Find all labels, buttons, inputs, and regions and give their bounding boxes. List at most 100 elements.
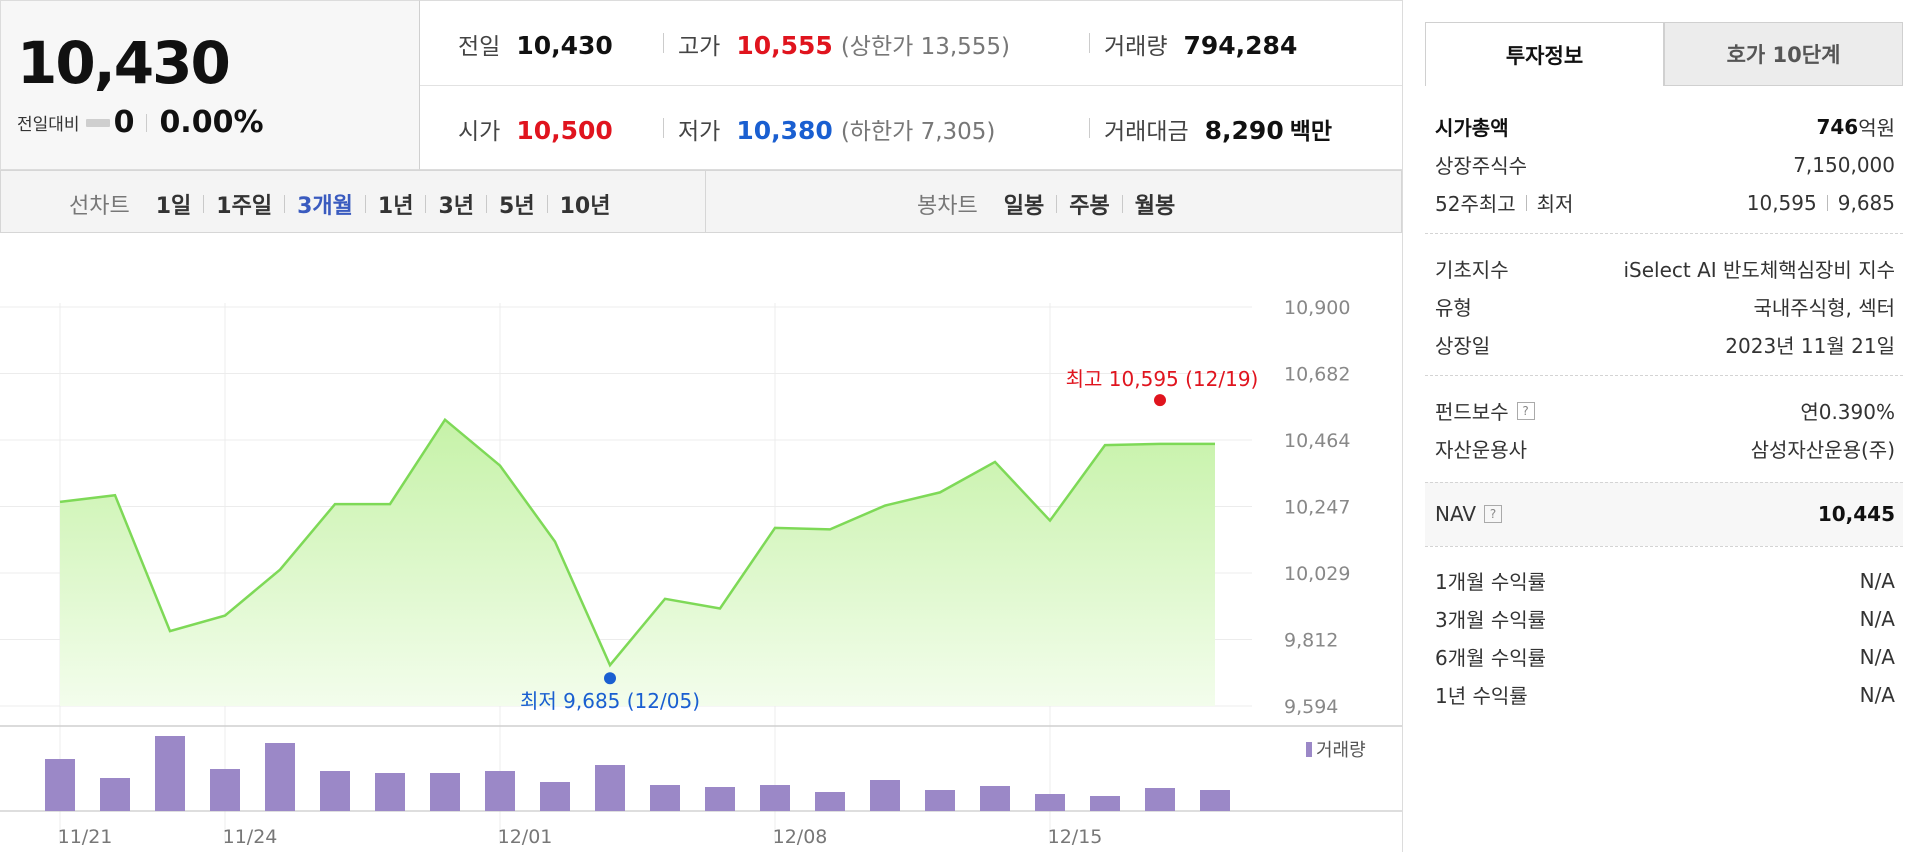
divider — [1425, 482, 1903, 483]
divider — [1525, 194, 1527, 211]
stat-label: 저가 — [678, 119, 721, 145]
divider — [284, 195, 286, 213]
row-shares: 상장주식수 7,150,000 — [1435, 150, 1895, 179]
info-value: N/A — [1859, 568, 1895, 593]
max-marker — [1154, 394, 1166, 407]
divider — [1826, 194, 1828, 211]
tab-1d[interactable]: 1일 — [155, 194, 192, 219]
row-return-1y: 1년 수익률 N/A — [1435, 680, 1895, 709]
info-value: 746 — [1816, 114, 1859, 139]
current-price-box: 10,430 전일대비 0 0.00% — [0, 0, 420, 170]
info-label: 최저 — [1536, 192, 1574, 216]
change-percent: 0.00% — [159, 105, 264, 140]
x-axis-labels: 11/21 11/24 12/01 12/08 12/15 — [58, 826, 1103, 848]
tab-monthly[interactable]: 월봉 — [1134, 194, 1176, 219]
info-value: N/A — [1859, 644, 1895, 669]
candle-chart-label: 봉차트 — [917, 194, 978, 219]
info-value: 10,445 — [1817, 502, 1895, 526]
y-tick-label: 9,812 — [1284, 630, 1338, 652]
tab-3y[interactable]: 3년 — [438, 194, 475, 219]
current-price: 10,430 — [17, 29, 231, 97]
tab-investment-info[interactable]: 투자정보 — [1425, 22, 1664, 86]
max-label: 최고 10,595 (12/19) — [1066, 367, 1259, 391]
volume-bar — [265, 743, 295, 811]
volume-bar — [595, 765, 625, 811]
chart-period-tabs: 선차트 1일 1주일 3개월 1년 3년 5년 10년 봉차트 일봉 주봉 월봉 — [0, 170, 1402, 233]
info-label: 유형 — [1435, 296, 1472, 320]
tab-orderbook-10[interactable]: 호가 10단계 — [1664, 22, 1903, 86]
y-axis-labels: 10,900 10,682 10,464 10,247 10,029 9,812 9,594 — [1284, 297, 1350, 718]
volume-bar — [485, 771, 515, 811]
volume-bar — [210, 769, 240, 811]
info-value: 7,150,000 — [1793, 152, 1895, 177]
stat-prev-close: 전일 10,430 — [458, 27, 613, 61]
volume-legend-icon — [1306, 742, 1312, 757]
volume-bar — [540, 782, 570, 811]
stat-value: 794,284 — [1183, 31, 1298, 60]
investment-info-panel: 투자정보 호가 10단계 시가총액 746 억원 상장주식수 7,150,000 … — [1402, 0, 1906, 852]
divider — [364, 195, 366, 213]
price-change: 전일대비 0 0.00% — [17, 105, 264, 140]
row-return-3m: 3개월 수익률 N/A — [1435, 604, 1895, 633]
info-label: 기초지수 — [1435, 258, 1509, 282]
row-listing-date: 상장일 2023년 11월 21일 — [1435, 330, 1895, 359]
volume-bar — [45, 759, 75, 811]
divider — [663, 33, 664, 53]
divider — [1089, 118, 1090, 138]
x-tick-label: 12/01 — [498, 826, 553, 848]
stock-main-panel: 10,430 전일대비 0 0.00% 전일 10,430 고가 10,555 … — [0, 0, 1402, 848]
info-value: 연0.390% — [1800, 400, 1895, 424]
volume-bar — [650, 785, 680, 811]
info-label: NAV — [1435, 502, 1477, 526]
stat-value: 10,430 — [516, 31, 613, 60]
flat-indicator-icon — [85, 118, 110, 127]
volume-legend-label: 거래량 — [1316, 740, 1366, 761]
stat-volume: 거래량 794,284 — [1104, 27, 1297, 61]
stat-label: 고가 — [678, 34, 721, 60]
line-chart-tabs: 선차트 1일 1주일 3개월 1년 3년 5년 10년 — [13, 188, 622, 220]
row-asset-manager: 자산운용사 삼성자산운용(주) — [1435, 434, 1895, 463]
row-base-index: 기초지수 iSelect AI 반도체핵심장비 지수 — [1435, 254, 1895, 283]
stat-value: 10,500 — [516, 116, 613, 145]
info-value: N/A — [1859, 606, 1895, 631]
volume-bars: 거래량 — [45, 736, 1366, 811]
y-tick-label: 10,464 — [1284, 430, 1350, 452]
y-tick-label: 10,247 — [1284, 497, 1350, 519]
y-tick-label: 10,900 — [1284, 297, 1350, 319]
volume-bar — [375, 773, 405, 811]
tab-daily[interactable]: 일봉 — [1003, 194, 1045, 219]
info-label: 52주최고 — [1435, 192, 1516, 216]
upper-limit: (상한가 13,555) — [840, 34, 1011, 60]
volume-bar — [320, 771, 350, 811]
info-label: 3개월 수익률 — [1435, 608, 1547, 632]
row-return-6m: 6개월 수익률 N/A — [1435, 642, 1895, 671]
volume-bar — [100, 778, 130, 811]
stat-label: 거래량 — [1104, 34, 1168, 60]
info-label: 1년 수익률 — [1435, 684, 1528, 708]
x-tick-label: 12/15 — [1048, 826, 1103, 848]
stat-value: 10,380 — [736, 116, 833, 145]
info-label: 상장주식수 — [1435, 154, 1527, 178]
help-icon[interactable]: ? — [1516, 401, 1535, 420]
stat-high: 고가 10,555 (상한가 13,555) — [678, 27, 1010, 61]
min-label: 최저 9,685 (12/05) — [520, 689, 700, 713]
tab-weekly[interactable]: 주봉 — [1069, 194, 1110, 219]
stat-value: 8,290 — [1204, 116, 1284, 145]
x-tick-label: 12/08 — [773, 826, 828, 848]
stats-row-1: 전일 10,430 고가 10,555 (상한가 13,555) 거래량 794… — [420, 1, 1402, 86]
candle-chart-tabs: 봉차트 일봉 주봉 월봉 — [901, 188, 1187, 220]
divider — [663, 118, 664, 138]
divider — [1121, 195, 1123, 213]
tab-1y[interactable]: 1년 — [377, 194, 414, 219]
volume-bar — [980, 786, 1010, 811]
price-line — [59, 417, 1215, 668]
volume-bar — [760, 785, 790, 811]
row-fund-fee: 펀드보수? 연0.390% — [1435, 396, 1895, 425]
tab-5y[interactable]: 5년 — [499, 194, 535, 219]
y-tick-label: 10,682 — [1284, 364, 1350, 386]
tab-3m[interactable]: 3개월 — [297, 194, 353, 219]
divider — [1425, 546, 1903, 547]
help-icon[interactable]: ? — [1484, 505, 1503, 523]
tab-1w[interactable]: 1주일 — [216, 194, 273, 219]
tab-10y[interactable]: 10년 — [559, 194, 611, 219]
